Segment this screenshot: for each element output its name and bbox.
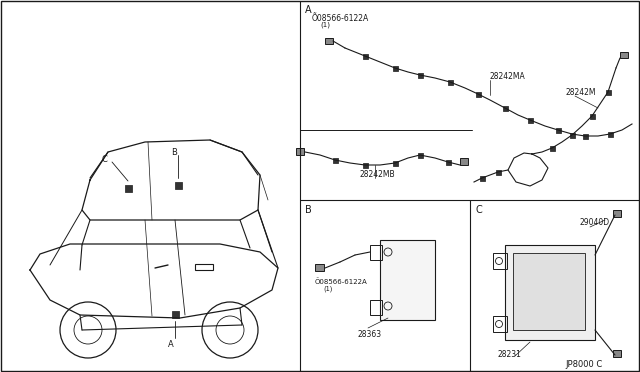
Text: B: B [171,148,177,157]
Bar [315,264,324,271]
Bar [605,90,611,94]
Bar [502,106,508,110]
Text: 28242MA: 28242MA [490,72,525,81]
Text: (1): (1) [320,22,330,29]
Bar [582,134,588,138]
Bar [479,176,484,180]
Bar [172,311,179,317]
Bar [495,170,500,174]
Text: 28242M: 28242M [565,88,595,97]
Bar [445,160,451,164]
Bar [125,185,131,192]
Bar [513,253,585,330]
Bar [392,160,397,166]
Text: (1): (1) [323,286,332,292]
Text: B: B [305,205,312,215]
Text: 28242MB: 28242MB [360,170,396,179]
Bar [296,148,304,155]
Bar [607,131,612,137]
Bar [493,316,507,332]
Bar [370,245,382,260]
Bar [175,182,182,189]
Bar [447,80,452,84]
Bar [613,350,621,357]
Text: 28231: 28231 [498,350,522,359]
Text: 28363: 28363 [358,330,382,339]
Bar [362,163,367,167]
Text: 29040D: 29040D [580,218,610,227]
Bar [550,145,554,151]
Bar [380,240,435,320]
Bar [362,54,367,58]
Text: Õ08566-6122A: Õ08566-6122A [312,14,369,23]
Bar [392,65,397,71]
Text: JP8000 C: JP8000 C [565,360,602,369]
Bar [493,253,507,269]
Text: C: C [101,155,107,164]
Text: A: A [305,5,312,15]
Bar [589,113,595,119]
Bar [325,38,333,44]
Bar [527,118,532,122]
Bar [556,128,561,132]
Bar [570,132,575,138]
Bar [370,300,382,315]
Bar [460,158,468,165]
Bar [417,153,422,157]
Bar [195,264,213,270]
Bar [613,210,621,217]
Bar [505,245,595,340]
Text: C: C [476,205,483,215]
Text: Õ08566-6122A: Õ08566-6122A [315,278,368,285]
Bar [333,157,337,163]
Bar [417,73,422,77]
Text: A: A [168,340,174,349]
Bar [476,92,481,96]
Bar [620,52,628,58]
